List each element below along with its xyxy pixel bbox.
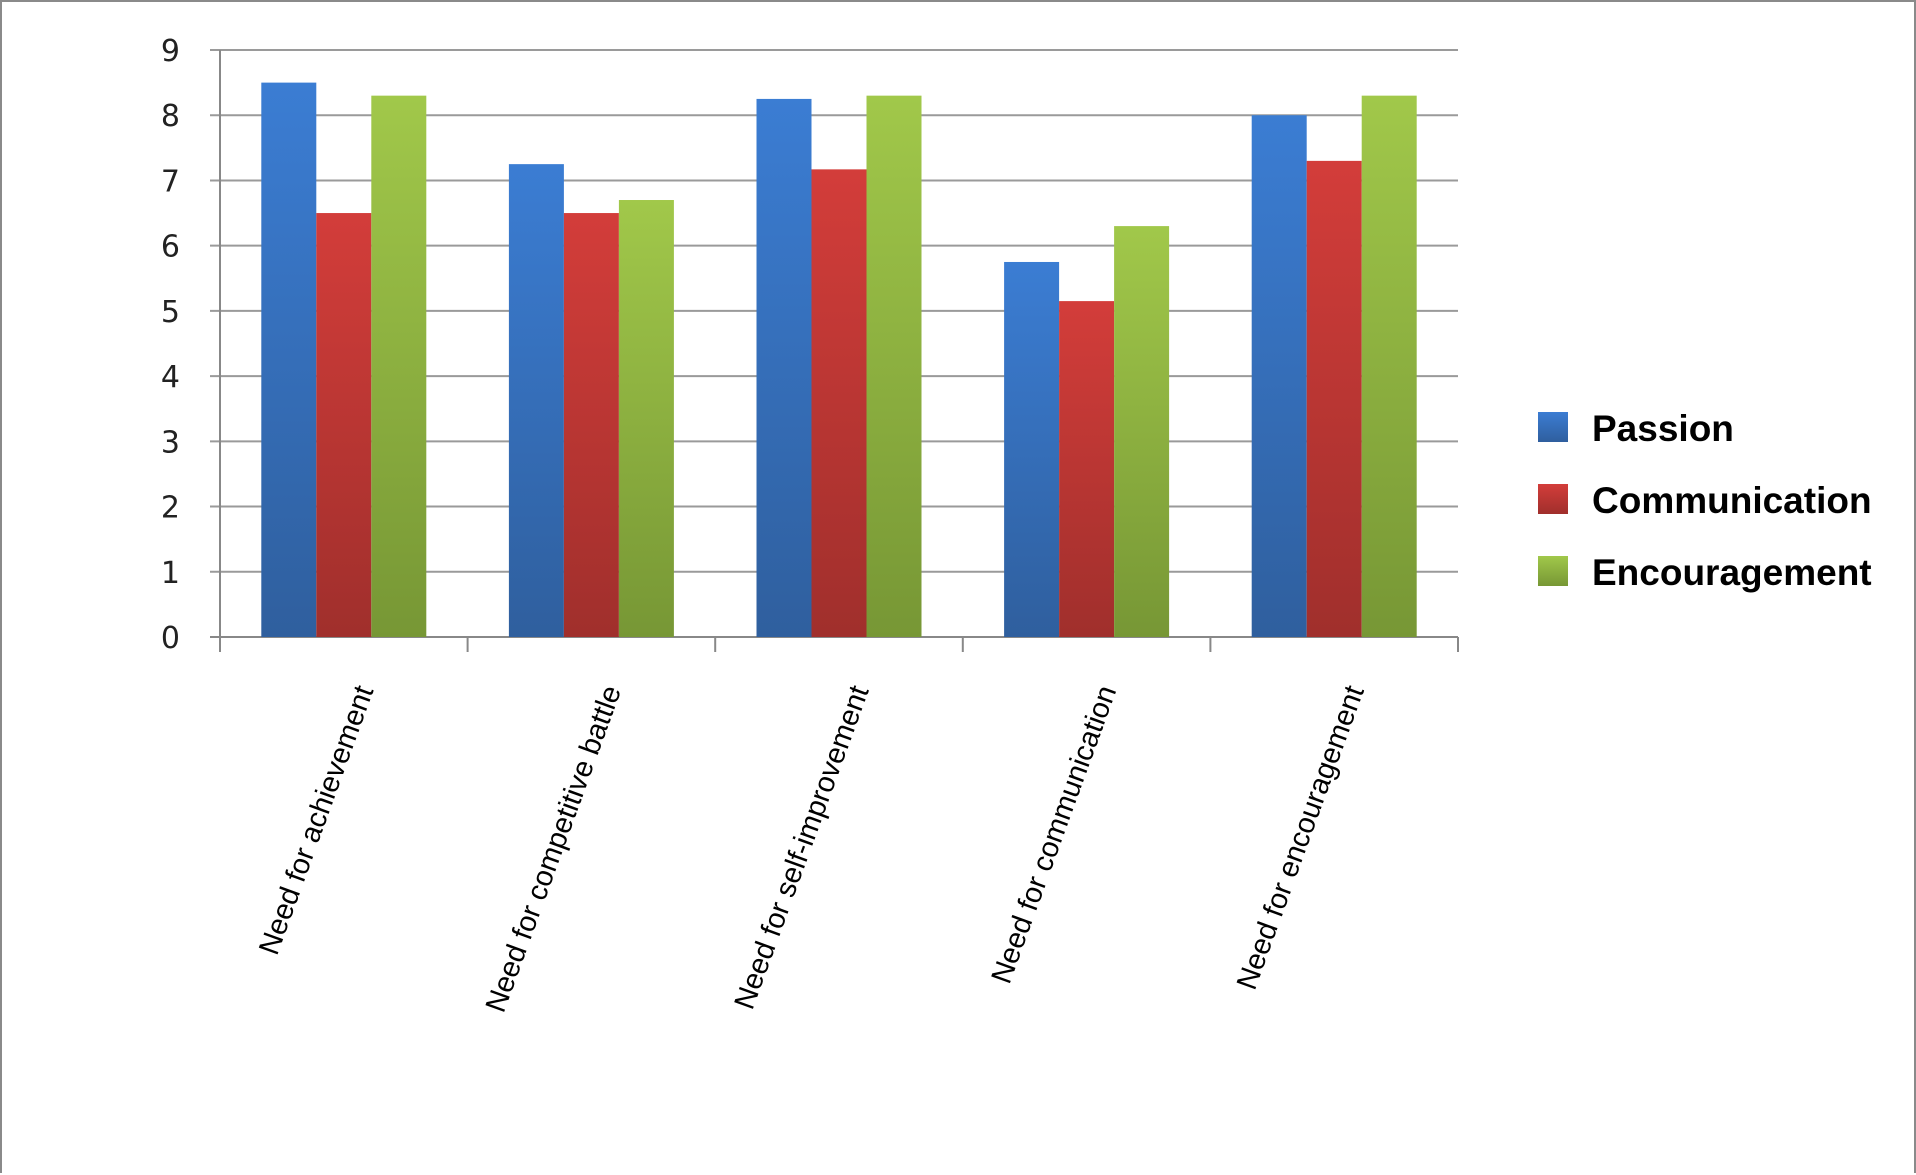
y-tick-label: 7 xyxy=(161,164,180,199)
bar-communication xyxy=(1059,301,1115,637)
bar-encouragement xyxy=(866,95,922,637)
legend-swatch-passion xyxy=(1538,412,1568,442)
y-tick-label: 8 xyxy=(161,99,180,134)
legend-swatch-encouragement xyxy=(1538,556,1568,586)
bar-communication xyxy=(316,213,372,638)
bar-encouragement xyxy=(1361,95,1417,637)
x-category-label: Need for encouragement xyxy=(1231,681,1371,993)
y-tick-label: 6 xyxy=(161,230,180,265)
x-category-label: Need for self-improvement xyxy=(729,681,876,1013)
bar-encouragement xyxy=(1114,226,1170,637)
legend-label: Encouragement xyxy=(1592,552,1872,593)
bar-passion xyxy=(1251,115,1307,637)
bar-communication xyxy=(1306,160,1362,637)
bar-passion xyxy=(756,98,812,637)
x-category-label: Need for competitive battle xyxy=(480,681,628,1016)
y-tick-label: 5 xyxy=(161,295,180,330)
bar-encouragement xyxy=(618,200,674,637)
bar-communication xyxy=(563,213,619,638)
x-category-label: Need for achievement xyxy=(253,681,380,959)
legend-label: Passion xyxy=(1592,408,1734,449)
legend-label: Communication xyxy=(1592,480,1872,521)
y-tick-label: 0 xyxy=(161,621,180,656)
bar-passion xyxy=(1004,261,1060,637)
y-tick-label: 4 xyxy=(161,360,180,395)
y-tick-label: 2 xyxy=(161,491,180,526)
y-tick-label: 3 xyxy=(161,425,180,460)
x-category-label: Need for communication xyxy=(986,681,1124,987)
bar-communication xyxy=(811,169,867,637)
bar-passion xyxy=(261,82,317,638)
y-tick-label: 9 xyxy=(161,34,180,69)
y-tick-label: 1 xyxy=(161,556,180,591)
legend-swatch-communication xyxy=(1538,484,1568,514)
bar-encouragement xyxy=(371,95,427,637)
bar-passion xyxy=(508,164,564,637)
